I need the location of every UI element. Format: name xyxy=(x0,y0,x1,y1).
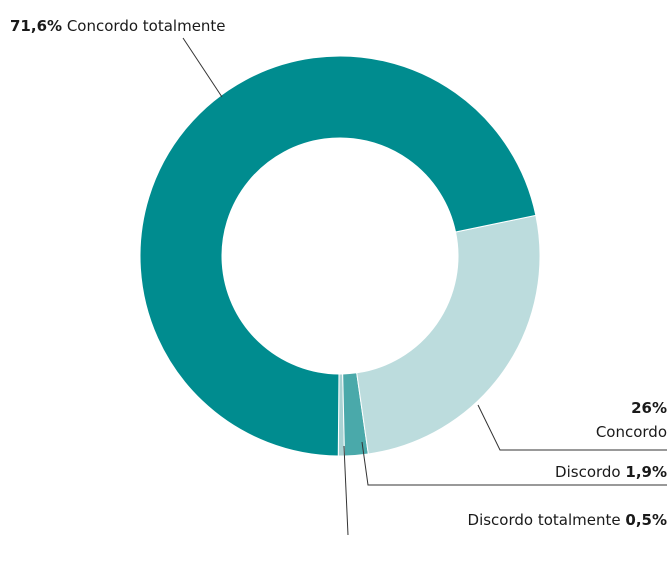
leader-line xyxy=(361,441,667,486)
slice-label: Discordo 1,9% xyxy=(555,463,667,481)
slice-label: 26% xyxy=(631,399,667,417)
donut-segment xyxy=(139,55,537,457)
slice-value: 71,6% xyxy=(10,17,62,35)
leader-line xyxy=(477,404,667,451)
leader-line xyxy=(343,445,349,536)
leader-line xyxy=(182,37,223,98)
slice-name: Discordo totalmente xyxy=(468,511,621,529)
slice-value: 0,5% xyxy=(625,511,667,529)
slice-label: Concordo xyxy=(596,423,667,441)
slice-value: 1,9% xyxy=(625,463,667,481)
slice-name: Concordo xyxy=(596,423,667,441)
slice-name: Concordo totalmente xyxy=(67,17,226,35)
donut-segment xyxy=(342,372,369,457)
slice-label: Discordo totalmente 0,5% xyxy=(468,511,667,529)
slice-name: Discordo xyxy=(555,463,621,481)
donut-segment xyxy=(356,214,541,455)
slice-value: 26% xyxy=(631,399,667,417)
slice-label: 71,6% Concordo totalmente xyxy=(10,17,226,35)
